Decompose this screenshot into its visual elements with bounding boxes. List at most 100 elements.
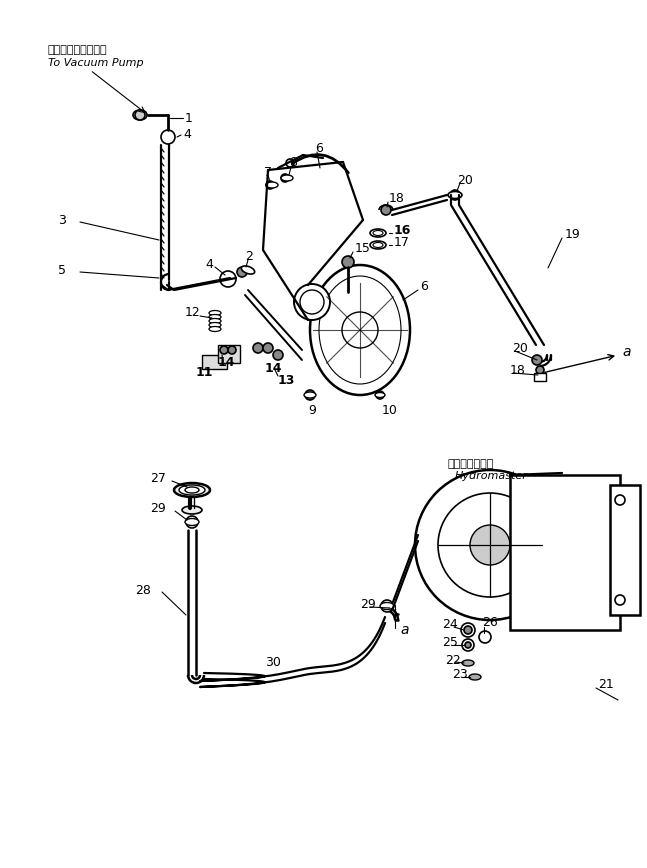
Circle shape (461, 623, 475, 637)
Circle shape (450, 190, 460, 200)
Circle shape (536, 366, 544, 374)
Circle shape (220, 346, 228, 354)
Bar (202, 355, 227, 369)
Circle shape (381, 205, 391, 215)
Ellipse shape (462, 660, 474, 666)
Ellipse shape (241, 266, 255, 274)
Circle shape (186, 516, 198, 528)
Circle shape (348, 318, 372, 342)
Ellipse shape (370, 229, 386, 237)
Text: 12: 12 (185, 306, 201, 319)
Text: 3: 3 (58, 214, 66, 227)
Circle shape (376, 391, 384, 399)
Ellipse shape (209, 323, 221, 327)
Text: 26: 26 (482, 616, 498, 629)
Ellipse shape (209, 314, 221, 319)
Text: 18: 18 (389, 192, 405, 205)
Bar (610, 485, 640, 615)
Text: To Vacuum Pump: To Vacuum Pump (48, 58, 144, 68)
Circle shape (237, 267, 247, 277)
Text: 13: 13 (278, 373, 296, 386)
Circle shape (266, 181, 274, 189)
Circle shape (381, 600, 393, 612)
Circle shape (263, 343, 273, 353)
Bar (534, 373, 546, 381)
Circle shape (135, 110, 145, 120)
Ellipse shape (380, 602, 394, 609)
Circle shape (615, 495, 625, 505)
Text: 20: 20 (512, 341, 528, 354)
Text: 11: 11 (196, 365, 214, 378)
Text: a: a (400, 623, 408, 637)
Circle shape (161, 130, 175, 144)
Circle shape (253, 343, 263, 353)
Text: 25: 25 (442, 636, 458, 649)
Text: 16: 16 (394, 225, 411, 238)
Text: 27: 27 (150, 471, 166, 484)
Circle shape (465, 642, 471, 648)
Circle shape (220, 271, 236, 287)
Ellipse shape (185, 518, 199, 525)
Ellipse shape (182, 506, 202, 514)
Circle shape (615, 595, 625, 605)
Text: 24: 24 (442, 619, 457, 632)
Circle shape (470, 525, 510, 565)
Circle shape (438, 493, 542, 597)
Circle shape (300, 290, 324, 314)
Ellipse shape (373, 242, 383, 247)
Circle shape (342, 256, 354, 268)
Text: 4: 4 (205, 259, 213, 272)
Text: 23: 23 (452, 668, 468, 681)
Bar (218, 345, 240, 363)
Ellipse shape (209, 319, 221, 324)
Text: 29: 29 (150, 503, 166, 516)
Text: ハイドロマスタ: ハイドロマスタ (448, 459, 494, 469)
Text: 2: 2 (245, 251, 253, 264)
Ellipse shape (375, 392, 385, 398)
Circle shape (222, 273, 234, 285)
Ellipse shape (179, 485, 205, 495)
Text: 4: 4 (183, 128, 191, 141)
Circle shape (305, 390, 315, 400)
Ellipse shape (174, 483, 210, 497)
Text: 21: 21 (598, 679, 614, 692)
Text: 1: 1 (185, 111, 193, 124)
Text: 18: 18 (510, 364, 526, 377)
Text: 14: 14 (265, 361, 283, 374)
Circle shape (479, 631, 491, 643)
Text: 29: 29 (360, 599, 376, 611)
Text: 15: 15 (355, 241, 371, 254)
Text: 6: 6 (315, 141, 323, 155)
Ellipse shape (370, 241, 386, 249)
Ellipse shape (133, 110, 147, 120)
Circle shape (342, 312, 378, 348)
Ellipse shape (373, 231, 383, 235)
Bar (510, 475, 620, 630)
Circle shape (281, 174, 289, 182)
Text: 7: 7 (264, 166, 272, 179)
Circle shape (462, 639, 474, 651)
Ellipse shape (304, 392, 316, 398)
Text: Hydromaster: Hydromaster (455, 471, 528, 481)
Text: 20: 20 (457, 174, 473, 187)
Ellipse shape (325, 282, 395, 378)
Text: 30: 30 (265, 655, 281, 668)
Text: 8: 8 (289, 156, 297, 169)
Circle shape (228, 346, 236, 354)
Text: バキュームポンプへ: バキュームポンプへ (48, 45, 107, 55)
Ellipse shape (281, 175, 293, 181)
Ellipse shape (469, 674, 481, 680)
Circle shape (532, 355, 542, 365)
Text: 9: 9 (308, 404, 316, 417)
Ellipse shape (209, 326, 221, 332)
Ellipse shape (209, 311, 221, 315)
Circle shape (294, 284, 330, 320)
Circle shape (273, 350, 283, 360)
Ellipse shape (185, 487, 199, 493)
Text: 28: 28 (135, 583, 151, 596)
Text: 17: 17 (394, 236, 410, 249)
Text: a: a (622, 345, 630, 359)
Ellipse shape (310, 265, 410, 395)
Text: 10: 10 (382, 404, 398, 417)
Ellipse shape (266, 182, 278, 188)
